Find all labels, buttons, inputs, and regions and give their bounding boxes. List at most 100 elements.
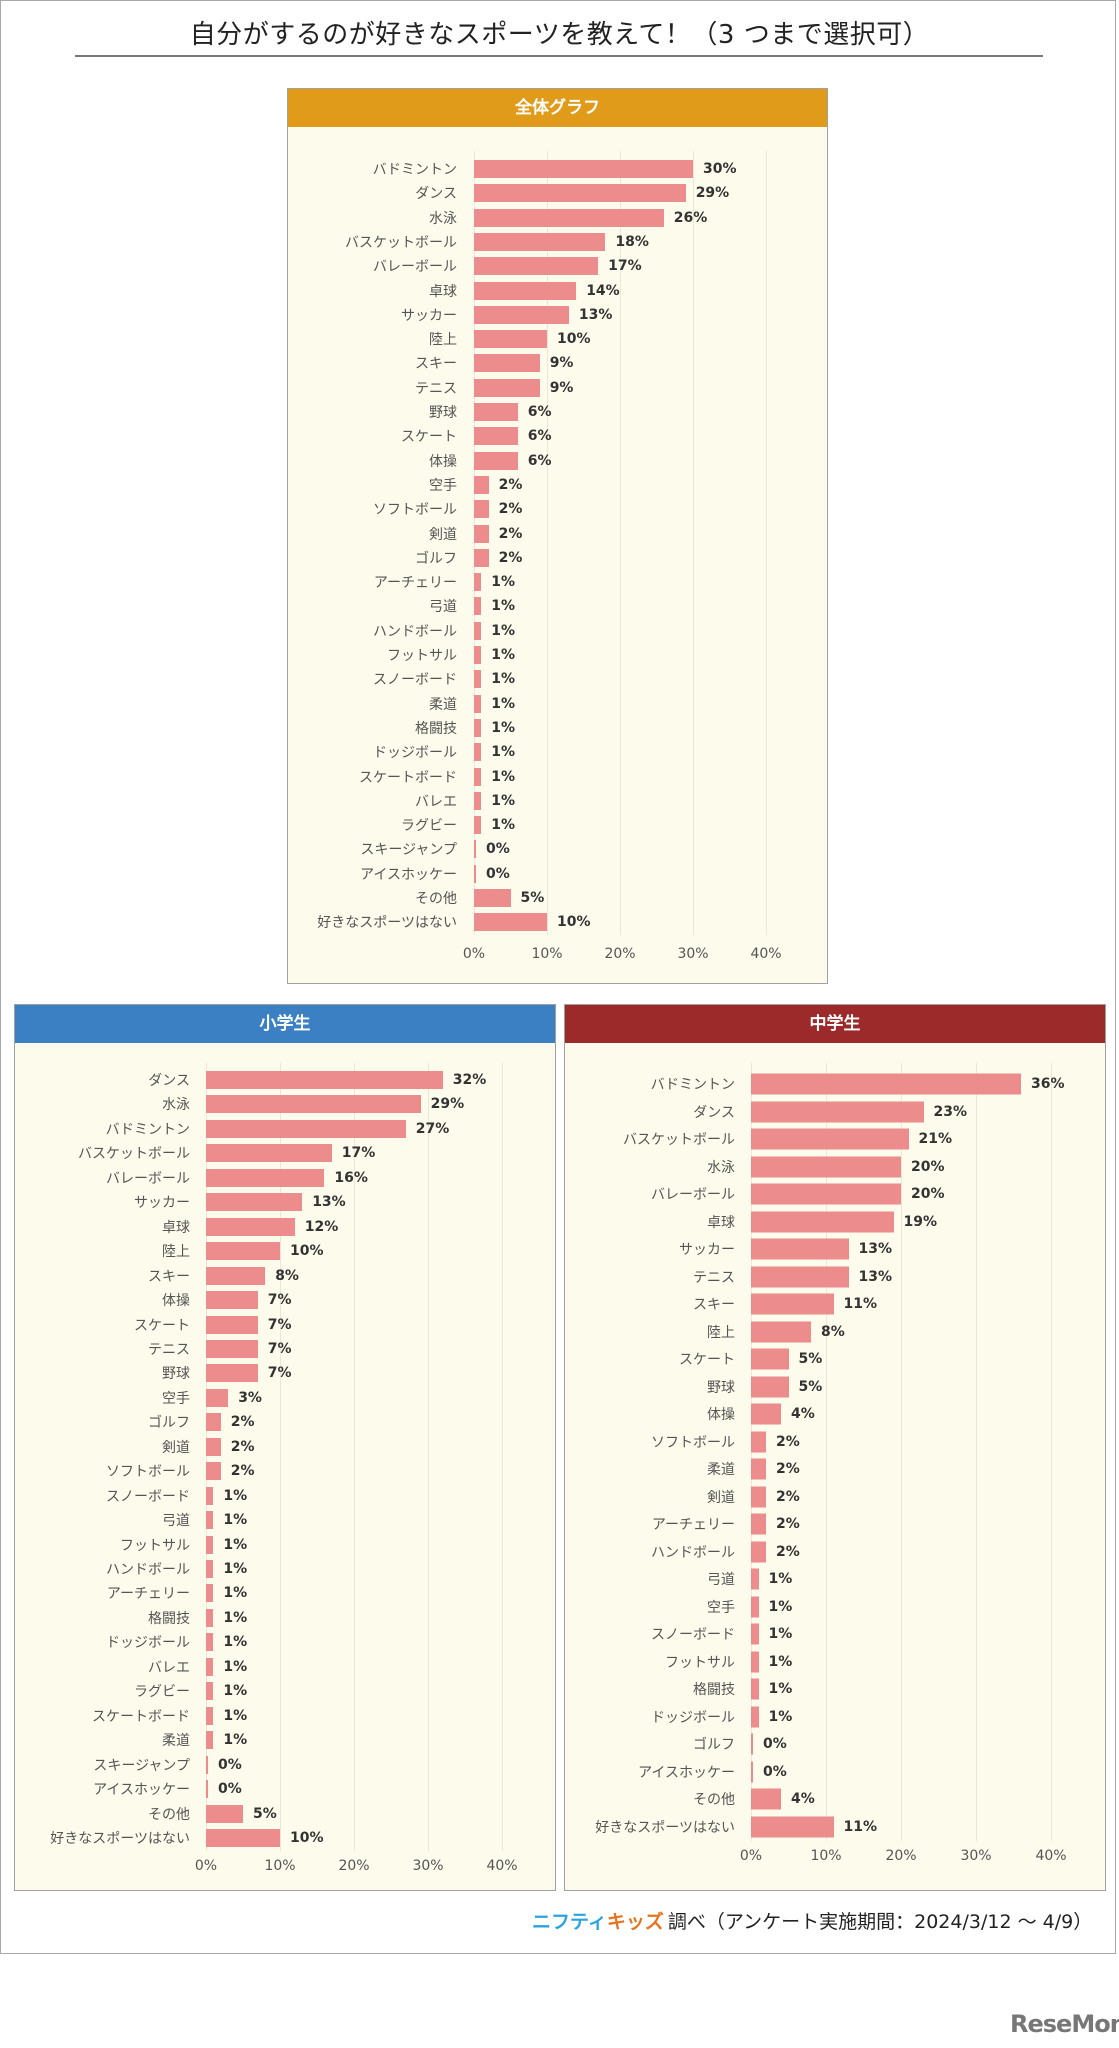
data-label: 5%: [253, 1805, 277, 1822]
category-label: バレーボール: [651, 1187, 735, 1203]
category-label: スケートボード: [359, 769, 457, 786]
data-label: 10%: [557, 331, 591, 348]
bar: [206, 1144, 332, 1163]
data-label: 9%: [549, 355, 574, 372]
bar: [474, 840, 476, 859]
category-label: スケート: [401, 429, 457, 446]
data-label: 1%: [223, 1561, 248, 1577]
overall-chart-panel: 全体グラフ 0% 10% 20% 30% 40% バドミントン 30% ダンス 29% 水泳 26%…: [287, 88, 828, 984]
data-label: 1%: [768, 1681, 793, 1697]
data-label: 3%: [238, 1389, 262, 1406]
category-label: 卓球: [707, 1214, 735, 1231]
bar: [474, 548, 489, 567]
category-label: スケートボード: [92, 1708, 190, 1725]
category-label: ドッジボール: [373, 745, 457, 762]
bar: [751, 1706, 759, 1727]
data-label: 1%: [768, 1626, 793, 1642]
data-label: 1%: [223, 1658, 248, 1675]
x-tick-label: 30%: [677, 946, 709, 962]
category-label: フットサル: [387, 648, 457, 664]
x-tick-label: 10%: [264, 1858, 296, 1874]
junior-high-chart-panel: 中学生 0% 10% 20% 30% 40% バドミントン 36% ダンス 23% バスケットボー…: [564, 1004, 1106, 1891]
bar: [751, 1761, 753, 1782]
data-label: 14%: [586, 282, 620, 299]
bar: [474, 573, 482, 592]
gridline: [354, 1063, 355, 1851]
gridline: [901, 1063, 902, 1841]
bar: [474, 646, 482, 664]
category-label: 体操: [162, 1293, 190, 1310]
category-label: ドッジボール: [651, 1709, 735, 1726]
bar: [751, 1678, 759, 1700]
bar: [474, 718, 482, 737]
data-label: 7%: [267, 1292, 292, 1309]
data-label: 2%: [498, 525, 523, 542]
category-label: 空手: [429, 477, 457, 494]
data-label: 1%: [223, 1707, 248, 1724]
category-label: ハンドボール: [373, 623, 457, 640]
category-label: バスケットボール: [345, 234, 457, 251]
bar: [206, 1584, 214, 1603]
bar: [206, 1266, 266, 1285]
data-label: 11%: [843, 1818, 878, 1835]
bar: [751, 1431, 766, 1452]
category-label: テニス: [693, 1269, 735, 1286]
x-tick-label: 10%: [810, 1848, 842, 1864]
data-label: 0%: [486, 841, 510, 858]
x-tick-label: 30%: [412, 1858, 444, 1874]
data-label: 1%: [491, 622, 516, 639]
category-label: その他: [148, 1806, 190, 1823]
bar: [474, 791, 482, 810]
category-label: 陸上: [707, 1324, 735, 1341]
data-label: 13%: [578, 306, 613, 323]
data-label: 1%: [491, 792, 516, 809]
bar: [206, 1804, 243, 1823]
gridline: [826, 1063, 827, 1841]
category-label: 体操: [429, 453, 457, 470]
category-label: スノーボード: [651, 1627, 735, 1643]
category-label: ラグビー: [401, 818, 457, 835]
category-label: フットサル: [120, 1537, 190, 1554]
page-title: 自分がするのが好きなスポーツを教えて！（3 つまで選択可）: [189, 20, 930, 50]
data-label: 10%: [557, 914, 591, 931]
category-label: 野球: [429, 405, 457, 421]
data-label: 5%: [798, 1351, 823, 1367]
category-label: ソフトボール: [106, 1464, 190, 1481]
category-label: バレーボール: [106, 1170, 190, 1187]
bar: [206, 1608, 214, 1627]
x-tick-label: 30%: [960, 1848, 992, 1864]
x-tick-label: 20%: [885, 1848, 917, 1864]
category-label: ゴルフ: [148, 1415, 190, 1432]
data-label: 2%: [776, 1488, 800, 1505]
category-label: 弓道: [707, 1572, 735, 1588]
data-label: 30%: [703, 161, 737, 177]
x-tick-label: 40%: [1035, 1848, 1067, 1864]
category-label: アイスホッケー: [93, 1782, 190, 1799]
data-label: 0%: [763, 1763, 787, 1780]
category-label: ゴルフ: [415, 550, 457, 567]
data-label: 6%: [527, 404, 552, 420]
category-label: 水泳: [162, 1097, 190, 1114]
data-label: 1%: [768, 1708, 793, 1725]
x-tick-label: 40%: [750, 946, 782, 962]
category-label: その他: [415, 891, 457, 907]
category-label: 柔道: [162, 1733, 190, 1750]
bar: [206, 1828, 280, 1847]
title-divider: [75, 55, 1043, 57]
bar: [751, 1541, 766, 1562]
bar: [206, 1560, 214, 1578]
survey-period-text: 調べ（アンケート実施期間：2024/3/12 ～ 4/9）: [667, 1911, 1093, 1933]
bar: [474, 694, 482, 713]
x-tick-label: 40%: [486, 1858, 518, 1874]
nifty-logo-text: ニフティ: [532, 1911, 607, 1933]
category-label: ソフトボール: [651, 1434, 735, 1451]
category-label: アーチェリー: [106, 1586, 190, 1603]
x-tick-label: 10%: [531, 946, 563, 962]
category-label: 水泳: [707, 1159, 735, 1176]
bar: [751, 1733, 753, 1755]
bar: [474, 330, 547, 349]
bar: [206, 1413, 221, 1432]
data-label: 19%: [903, 1213, 938, 1230]
data-label: 13%: [858, 1241, 893, 1257]
bar: [206, 1437, 221, 1456]
